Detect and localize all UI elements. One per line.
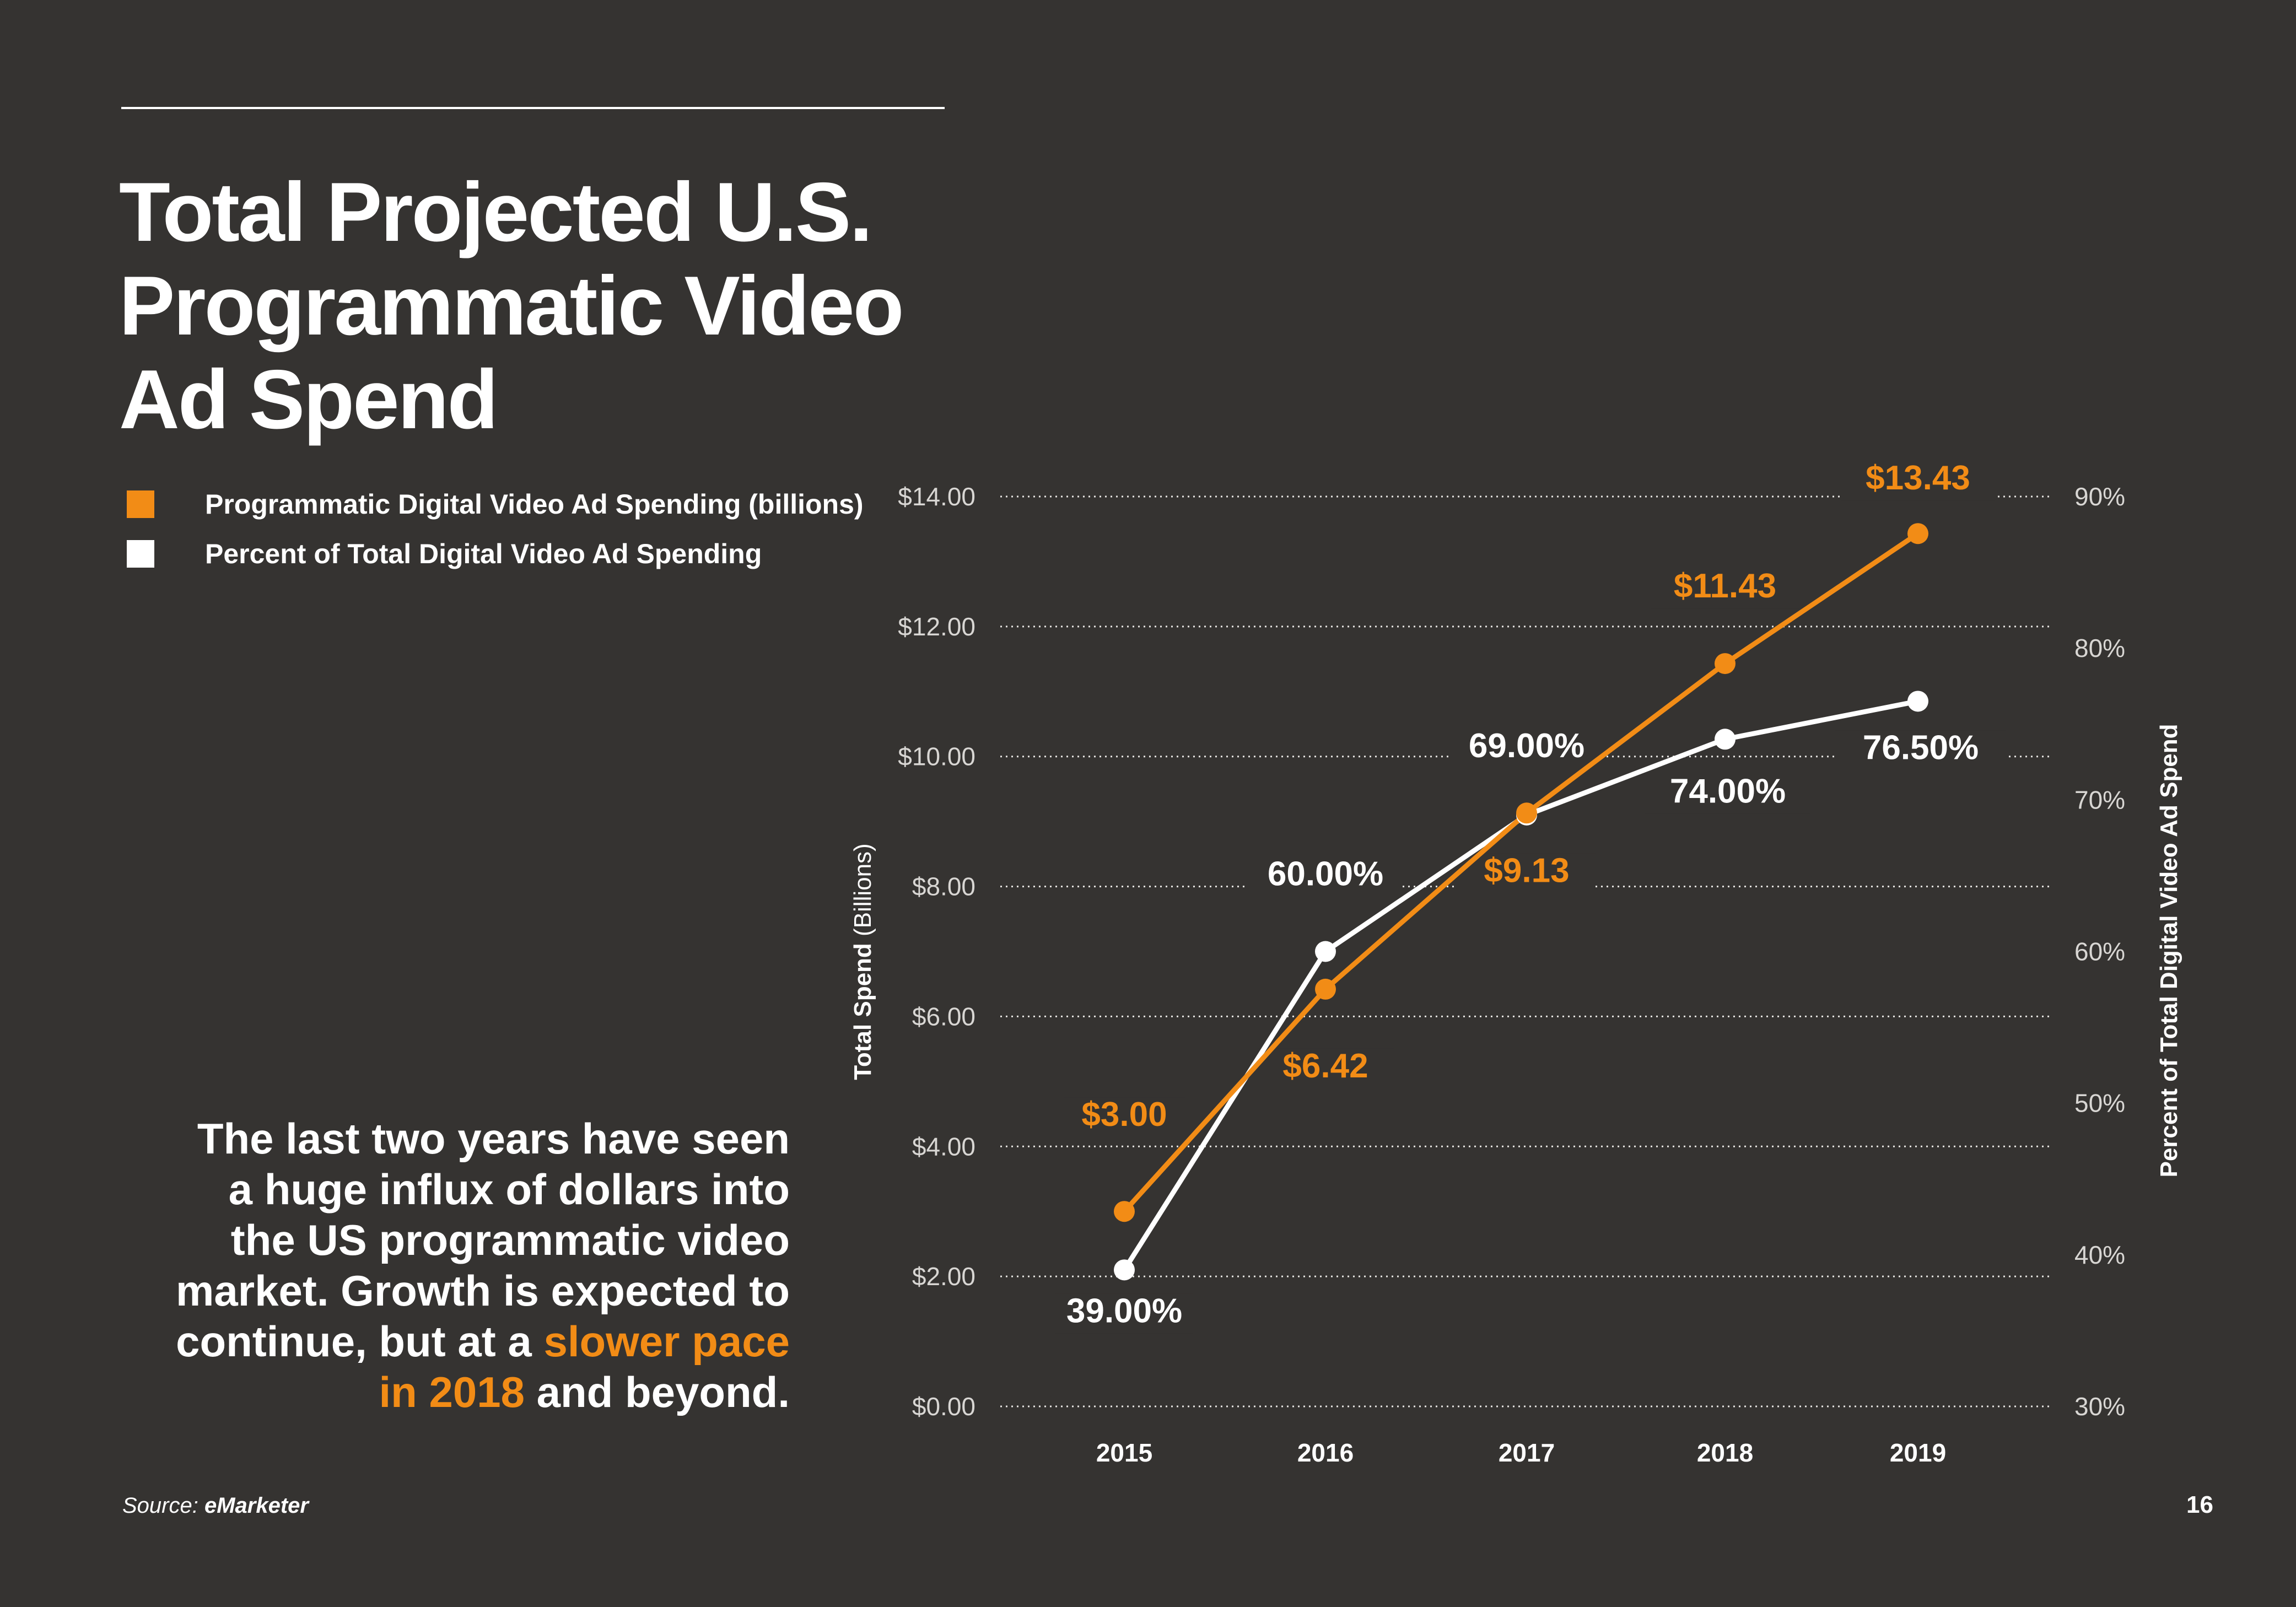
chart-legend: Programmatic Digital Video Ad Spending (…	[127, 479, 864, 579]
x-tick-label: 2017	[1499, 1438, 1555, 1467]
y-right-axis-title: Percent of Total Digital Video Ad Spend	[2155, 724, 2182, 1177]
callout-text: The last two years have seen a huge infl…	[165, 1113, 790, 1417]
legend-item-percent: Percent of Total Digital Video Ad Spendi…	[127, 529, 864, 579]
data-point-percent	[1715, 729, 1736, 750]
data-label-backdrop	[1257, 1048, 1394, 1088]
source-prefix: Source:	[122, 1493, 198, 1518]
y-right-tick-label: 40%	[2074, 1241, 2125, 1269]
data-point-spend	[1114, 1201, 1135, 1222]
top-divider	[121, 107, 945, 109]
x-tick-label: 2018	[1697, 1438, 1753, 1467]
y-left-axis-title-suffix: (Billions)	[849, 843, 876, 936]
data-label-spend: $11.43	[1674, 567, 1776, 605]
data-label-backdrop	[1248, 856, 1403, 897]
callout-text-start: The last two years have seen a huge infl…	[176, 1114, 790, 1366]
source-name: eMarketer	[204, 1493, 309, 1518]
title-line-1: Total Projected U.S.	[119, 165, 873, 259]
data-point-percent	[1114, 1259, 1135, 1281]
y-left-tick-label: $12.00	[898, 612, 975, 641]
line-chart: $0.00 $2.00 $4.00 $6.00 $8.00 $10.00 $12.00 $14…	[849, 459, 2182, 1467]
y-left-tick-label: $8.00	[912, 872, 975, 901]
callout-text-end: and beyond.	[524, 1368, 790, 1416]
y-left-tick-label: $14.00	[898, 482, 975, 511]
source-note: Source: eMarketer	[122, 1493, 309, 1518]
data-point-percent	[1315, 941, 1336, 962]
data-label-backdrop	[1841, 461, 1995, 501]
data-label-backdrop	[1449, 728, 1604, 768]
y-left-tick-label: $10.00	[898, 742, 975, 771]
legend-item-spend: Programmatic Digital Video Ad Spending (…	[127, 479, 864, 529]
data-label-percent: 69.00%	[1469, 727, 1584, 765]
y-right-tick-label: 50%	[2074, 1089, 2125, 1118]
data-label-backdrop	[1651, 569, 1799, 609]
title-line-2: Programmatic Video	[119, 259, 904, 353]
y-right-tick-label: 90%	[2074, 482, 2125, 511]
y-right-tick-label: 80%	[2074, 634, 2125, 662]
y-right-tick-label: 70%	[2074, 785, 2125, 814]
x-tick-label: 2015	[1096, 1438, 1152, 1467]
data-label-spend: $9.13	[1484, 851, 1569, 889]
legend-swatch-percent	[127, 540, 154, 568]
legend-label-percent: Percent of Total Digital Video Ad Spendi…	[205, 538, 762, 569]
x-tick-label: 2016	[1297, 1438, 1354, 1467]
data-point-spend	[1516, 802, 1537, 824]
data-label-percent: 74.00%	[1670, 772, 1786, 810]
title-line-3: Ad Spend	[119, 353, 498, 446]
data-label-spend: $3.00	[1081, 1096, 1167, 1134]
y-left-tick-label: $2.00	[912, 1262, 975, 1291]
data-label-backdrop	[1055, 1293, 1193, 1334]
data-point-spend	[1907, 523, 1928, 544]
page-number: 16	[2186, 1491, 2213, 1518]
y-left-tick-label: $0.00	[912, 1392, 975, 1421]
data-point-spend	[1715, 653, 1736, 675]
y-left-axis-title-main: Total Spend	[849, 936, 876, 1080]
y-left-tick-label: $4.00	[912, 1132, 975, 1161]
x-tick-label: 2019	[1890, 1438, 1946, 1467]
data-point-spend	[1315, 978, 1336, 1000]
data-label-backdrop	[1064, 1097, 1185, 1137]
data-label-percent: 39.00%	[1066, 1292, 1182, 1330]
data-label-backdrop	[1458, 853, 1596, 893]
data-label-backdrop	[1835, 730, 2006, 770]
data-label-percent: 76.50%	[1863, 729, 1979, 767]
data-label-backdrop	[1645, 774, 1810, 814]
legend-label-spend: Programmatic Digital Video Ad Spending (…	[205, 489, 864, 520]
page-title: Total Projected U.S. Programmatic Video …	[119, 165, 979, 446]
data-label-spend: $13.43	[1866, 459, 1970, 497]
data-point-percent	[1907, 691, 1928, 712]
callout-highlight: slower pace in 2018	[379, 1317, 790, 1416]
legend-swatch-spend	[127, 490, 154, 518]
y-right-tick-label: 60%	[2074, 937, 2125, 966]
y-left-axis-title: Total Spend (Billions)	[849, 843, 876, 1080]
data-label-spend: $6.42	[1282, 1047, 1368, 1085]
y-left-tick-label: $6.00	[912, 1002, 975, 1031]
y-right-tick-label: 30%	[2074, 1392, 2125, 1421]
data-label-percent: 60.00%	[1268, 855, 1383, 893]
